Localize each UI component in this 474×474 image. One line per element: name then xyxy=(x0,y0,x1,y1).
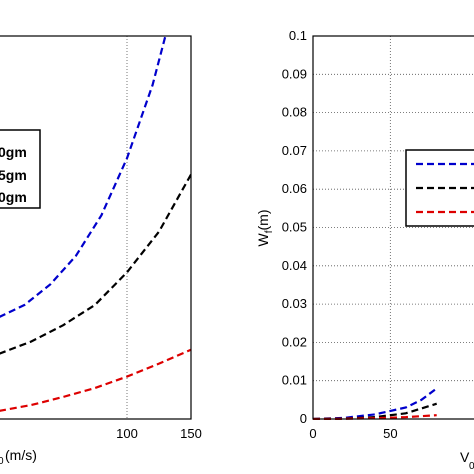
right-y-tick-label: 0.08 xyxy=(282,105,307,120)
left-series-line-1 xyxy=(0,36,167,318)
right-x-tick-label: 0 xyxy=(309,426,316,441)
right-plot-frame xyxy=(312,35,474,420)
right-x-ticks: 0 50 xyxy=(309,426,397,441)
right-y-tick-label: 0.05 xyxy=(282,220,307,235)
right-x-axis-V: V xyxy=(460,449,470,465)
right-x-axis-sub: 0 xyxy=(469,461,474,472)
right-y-tick-label: 0.09 xyxy=(282,66,307,81)
left-series-group xyxy=(0,36,191,412)
right-y-tick-label: 0.06 xyxy=(282,181,307,196)
right-x-tick-label: 50 xyxy=(383,426,397,441)
right-x-axis-label: V 0 xyxy=(460,449,474,472)
right-y-tick-label: 0 xyxy=(300,411,307,426)
right-y-tick-label: 0.02 xyxy=(282,334,307,349)
right-gridlines xyxy=(312,35,474,420)
right-y-axis-sub: f xyxy=(264,230,275,233)
right-series-line-3 xyxy=(313,414,437,420)
right-y-axis-unit: (m) xyxy=(255,210,271,231)
right-y-tick-label: 0.07 xyxy=(282,143,307,158)
right-y-tick-label: 0.1 xyxy=(289,28,307,43)
right-y-axis-W: W xyxy=(255,233,271,247)
right-y-axis-label: Wf(m) xyxy=(255,210,275,247)
left-legend-box xyxy=(0,129,41,209)
left-series-line-3 xyxy=(0,348,191,412)
legend-entry-3: 0gm xyxy=(0,189,27,205)
legend-entry-1: 0gm xyxy=(0,144,27,160)
left-series-line-2 xyxy=(0,173,191,355)
left-plot-frame xyxy=(0,35,192,420)
legend-entry-2: 5gm xyxy=(0,167,27,183)
right-y-tick-label: 0.04 xyxy=(282,258,307,273)
left-x-tick-label: 150 xyxy=(180,426,202,441)
right-series-line-1 xyxy=(313,387,438,420)
left-chart: 100 150 0gm 5gm 0gm 0 (m/s) xyxy=(0,35,202,467)
right-y-ticks: 0 0.01 0.02 0.03 0.04 0.05 0.06 0.07 0.08 0.09 0.1 xyxy=(282,28,307,426)
left-x-axis-sub: 0 xyxy=(0,456,4,467)
right-y-tick-label: 0.03 xyxy=(282,296,307,311)
left-x-axis-label: 0 (m/s) xyxy=(0,447,37,467)
right-y-tick-label: 0.01 xyxy=(282,373,307,388)
right-chart: 0 0.01 0.02 0.03 0.04 0.05 0.06 0.07 0.08 0.09 0.1… xyxy=(255,28,474,472)
right-series-group xyxy=(313,387,438,420)
right-legend xyxy=(405,149,474,227)
left-gridlines xyxy=(126,36,192,419)
left-x-axis-unit: (m/s) xyxy=(5,447,37,463)
left-legend: 0gm 5gm 0gm xyxy=(0,129,41,209)
left-x-tick-label: 100 xyxy=(116,426,138,441)
left-x-ticks: 100 150 xyxy=(116,426,202,441)
svg-text:Wf(m): Wf(m) xyxy=(255,210,275,247)
